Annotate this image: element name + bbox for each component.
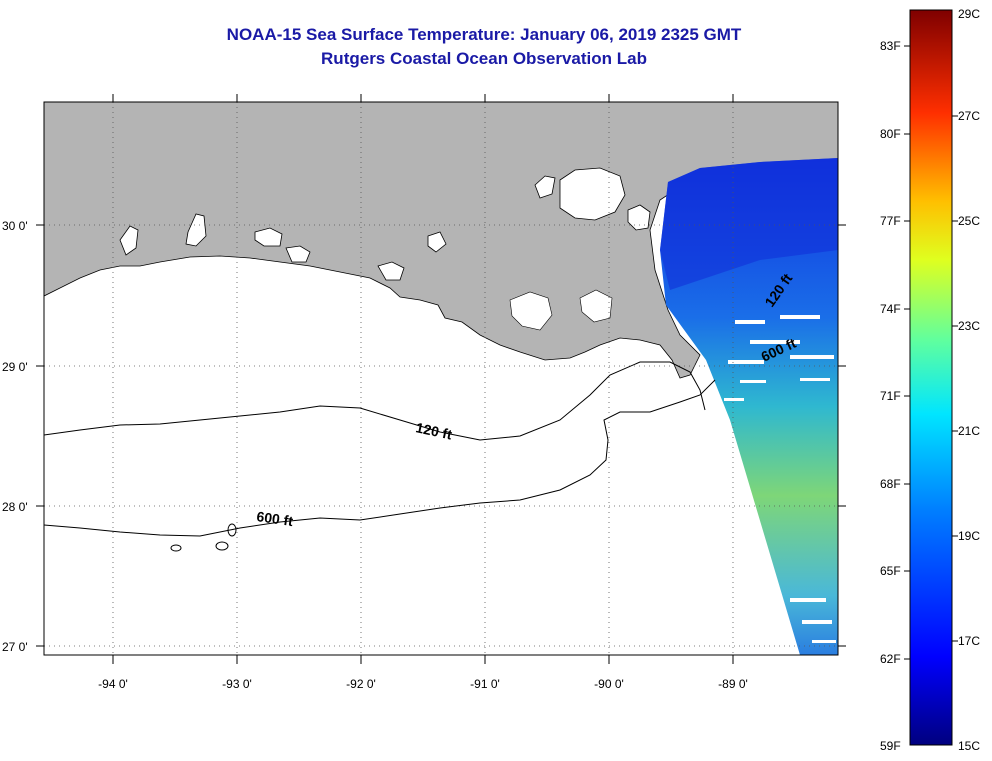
lat-label-27: 27 0' <box>2 640 28 654</box>
colorbar-ticks <box>904 45 958 660</box>
contour-120ft <box>44 361 706 441</box>
axis-ticks <box>36 94 846 664</box>
delta-marsh <box>509 289 613 331</box>
temperature-colorbar <box>909 9 953 746</box>
colorbar-label-15c: 15C <box>958 739 980 753</box>
colorbar-label-62f: 62F <box>880 652 901 666</box>
lake-pontchartrain <box>559 167 626 221</box>
colorbar-label-59f: 59F <box>880 739 901 753</box>
lat-label-29: 29 0' <box>2 360 28 374</box>
lon-label-92: -92 0' <box>346 677 376 691</box>
map-border <box>43 101 839 656</box>
colorbar-label-17c: 17C <box>958 634 980 648</box>
contour-600ft <box>44 379 716 537</box>
lon-label-93: -93 0' <box>222 677 252 691</box>
graticule <box>44 102 838 655</box>
lake-white <box>285 245 311 263</box>
contour-label-600ft-west: 600 ft <box>256 508 295 529</box>
colorbar-label-21c: 21C <box>958 424 980 438</box>
colorbar-label-27c: 27C <box>958 109 980 123</box>
lake-calcasieu <box>185 213 207 247</box>
lon-label-91: -91 0' <box>470 677 500 691</box>
lon-label-90: -90 0' <box>594 677 624 691</box>
lake-grand <box>254 227 283 247</box>
colorbar-label-80f: 80F <box>880 127 901 141</box>
lon-label-89: -89 0' <box>718 677 748 691</box>
colorbar-label-23c: 23C <box>958 319 980 333</box>
colorbar-label-83f: 83F <box>880 39 901 53</box>
colorbar-label-19c: 19C <box>958 529 980 543</box>
colorbar-label-65f: 65F <box>880 564 901 578</box>
colorbar-label-25c: 25C <box>958 214 980 228</box>
map-subtitle: Rutgers Coastal Ocean Observation Lab <box>321 49 647 68</box>
lon-label-94: -94 0' <box>98 677 128 691</box>
lake-borgne <box>627 204 651 231</box>
sst-swath <box>660 158 838 655</box>
lat-label-30: 30 0' <box>2 219 28 233</box>
lake-maurepas <box>534 175 556 199</box>
lake-sabine <box>119 225 139 256</box>
contour-label-120ft-west: 120 ft <box>414 419 453 442</box>
lake-salvador <box>427 231 447 253</box>
colorbar-label-74f: 74F <box>880 302 901 316</box>
colorbar-label-68f: 68F <box>880 477 901 491</box>
map-title: NOAA-15 Sea Surface Temperature: January… <box>226 25 742 44</box>
bay-atchafalaya <box>377 261 405 281</box>
colorbar-label-77f: 77F <box>880 214 901 228</box>
lat-label-28: 28 0' <box>2 500 28 514</box>
colorbar-label-29c: 29C <box>958 7 980 21</box>
colorbar-label-71f: 71F <box>880 389 901 403</box>
